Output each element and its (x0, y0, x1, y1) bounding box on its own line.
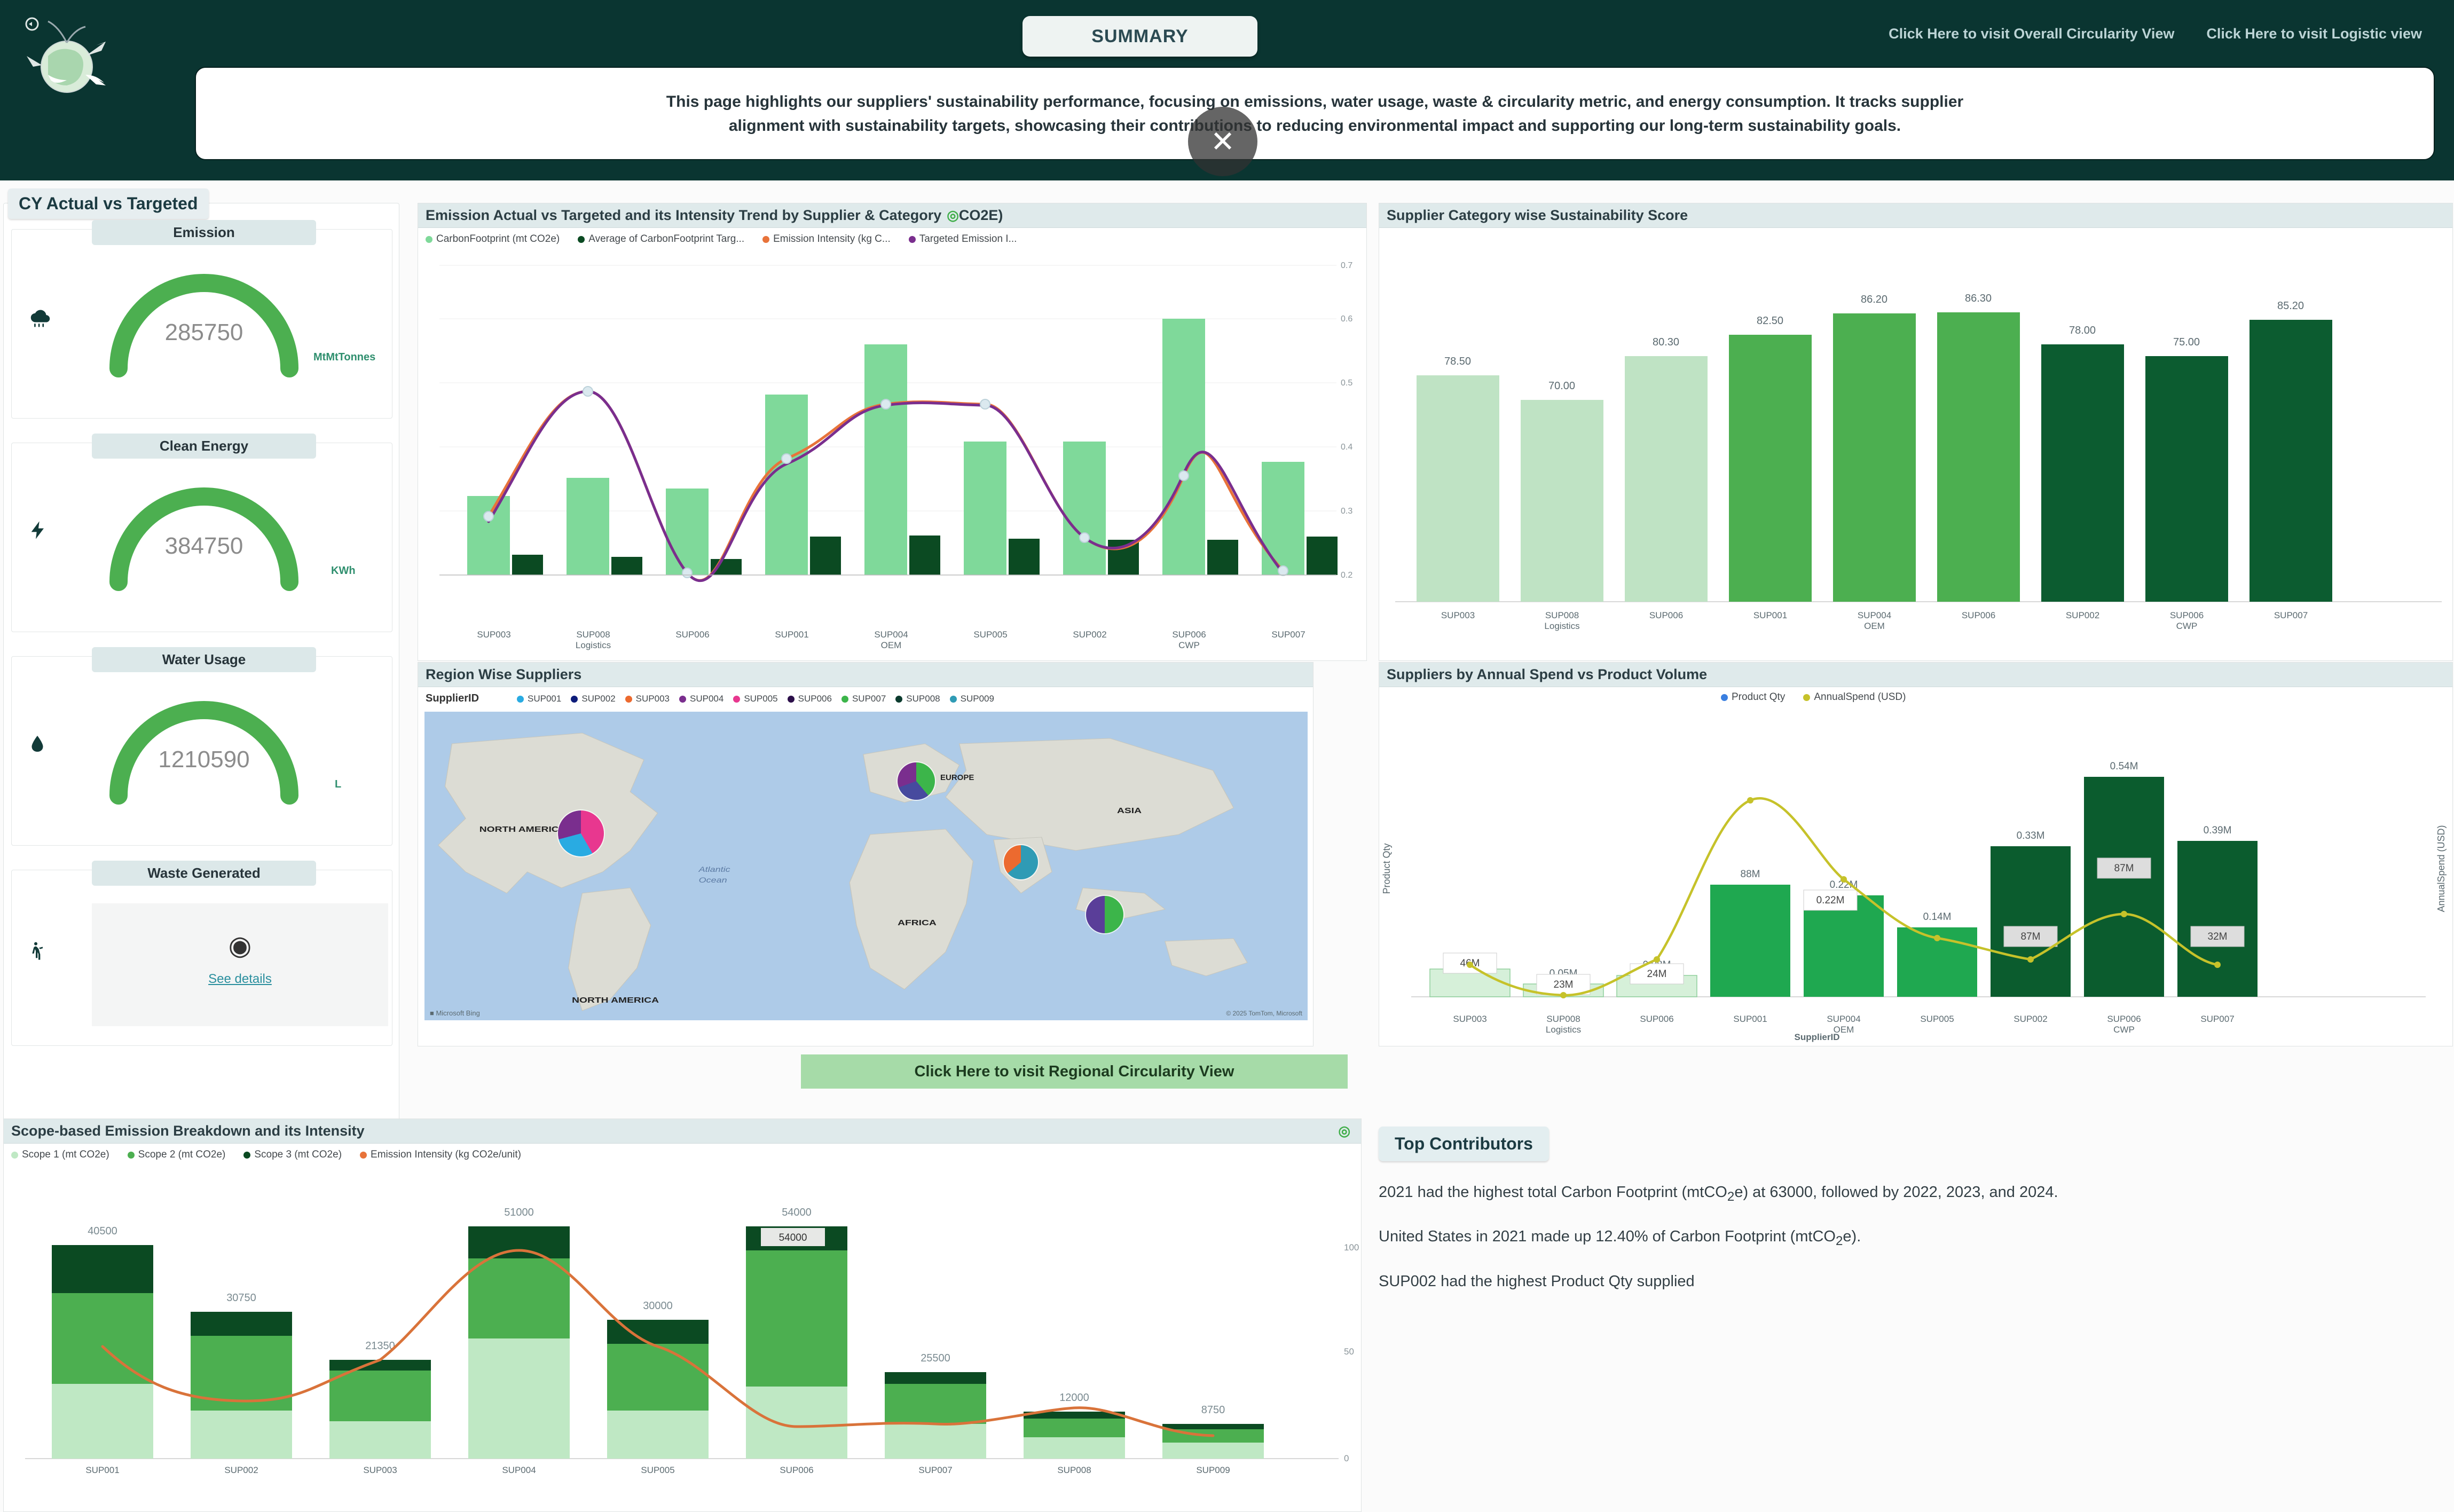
svg-text:32M: 32M (2208, 931, 2228, 942)
svg-text:86.20: 86.20 (1861, 294, 1887, 305)
svg-text:100: 100 (1344, 1242, 1359, 1253)
svg-text:ASIA: ASIA (1117, 806, 1142, 815)
svg-text:12000: 12000 (1059, 1392, 1089, 1404)
svg-text:Product Qty: Product Qty (1381, 843, 1392, 894)
svg-text:0.2: 0.2 (1341, 571, 1352, 580)
svg-text:51000: 51000 (504, 1207, 534, 1218)
svg-text:AnnualSpend (USD): AnnualSpend (USD) (2436, 825, 2447, 912)
svg-text:Atlantic: Atlantic (698, 865, 730, 874)
svg-text:NORTH AMERICA: NORTH AMERICA (572, 995, 659, 1004)
svg-text:88M: 88M (1741, 869, 1760, 880)
svg-text:0.39M: 0.39M (2204, 825, 2232, 836)
svg-text:82.50: 82.50 (1757, 315, 1783, 327)
svg-text:24M: 24M (1647, 968, 1667, 980)
svg-text:85.20: 85.20 (2277, 300, 2304, 312)
svg-text:78.00: 78.00 (2069, 325, 2096, 336)
svg-text:AFRICA: AFRICA (898, 918, 937, 927)
svg-text:23M: 23M (1554, 979, 1574, 990)
svg-text:0.22M: 0.22M (1816, 895, 1845, 906)
svg-text:30750: 30750 (226, 1292, 256, 1304)
svg-text:0.6: 0.6 (1341, 314, 1352, 324)
svg-text:50: 50 (1344, 1346, 1354, 1357)
svg-text:75.00: 75.00 (2173, 336, 2200, 348)
svg-text:80.30: 80.30 (1653, 336, 1679, 348)
svg-text:86.30: 86.30 (1965, 293, 1992, 304)
svg-text:87M: 87M (2021, 931, 2041, 942)
svg-text:NORTH AMERICA: NORTH AMERICA (479, 824, 567, 833)
svg-text:0: 0 (1344, 1453, 1349, 1463)
svg-text:87M: 87M (2114, 863, 2134, 874)
svg-text:0.3: 0.3 (1341, 507, 1352, 516)
svg-text:8750: 8750 (1201, 1404, 1225, 1416)
svg-text:0.33M: 0.33M (2017, 830, 2045, 841)
svg-text:Ocean: Ocean (699, 876, 727, 885)
svg-text:25500: 25500 (921, 1352, 950, 1364)
svg-text:40500: 40500 (88, 1225, 117, 1237)
svg-text:0.5: 0.5 (1341, 379, 1352, 388)
svg-text:54000: 54000 (779, 1232, 807, 1243)
svg-text:0.14M: 0.14M (1923, 911, 1952, 923)
svg-text:30000: 30000 (643, 1300, 673, 1312)
svg-text:54000: 54000 (782, 1207, 812, 1218)
svg-text:0.54M: 0.54M (2110, 761, 2138, 772)
svg-text:70.00: 70.00 (1548, 380, 1575, 392)
svg-text:0.7: 0.7 (1341, 261, 1352, 270)
svg-text:0.4: 0.4 (1341, 443, 1352, 452)
svg-text:78.50: 78.50 (1444, 356, 1471, 367)
